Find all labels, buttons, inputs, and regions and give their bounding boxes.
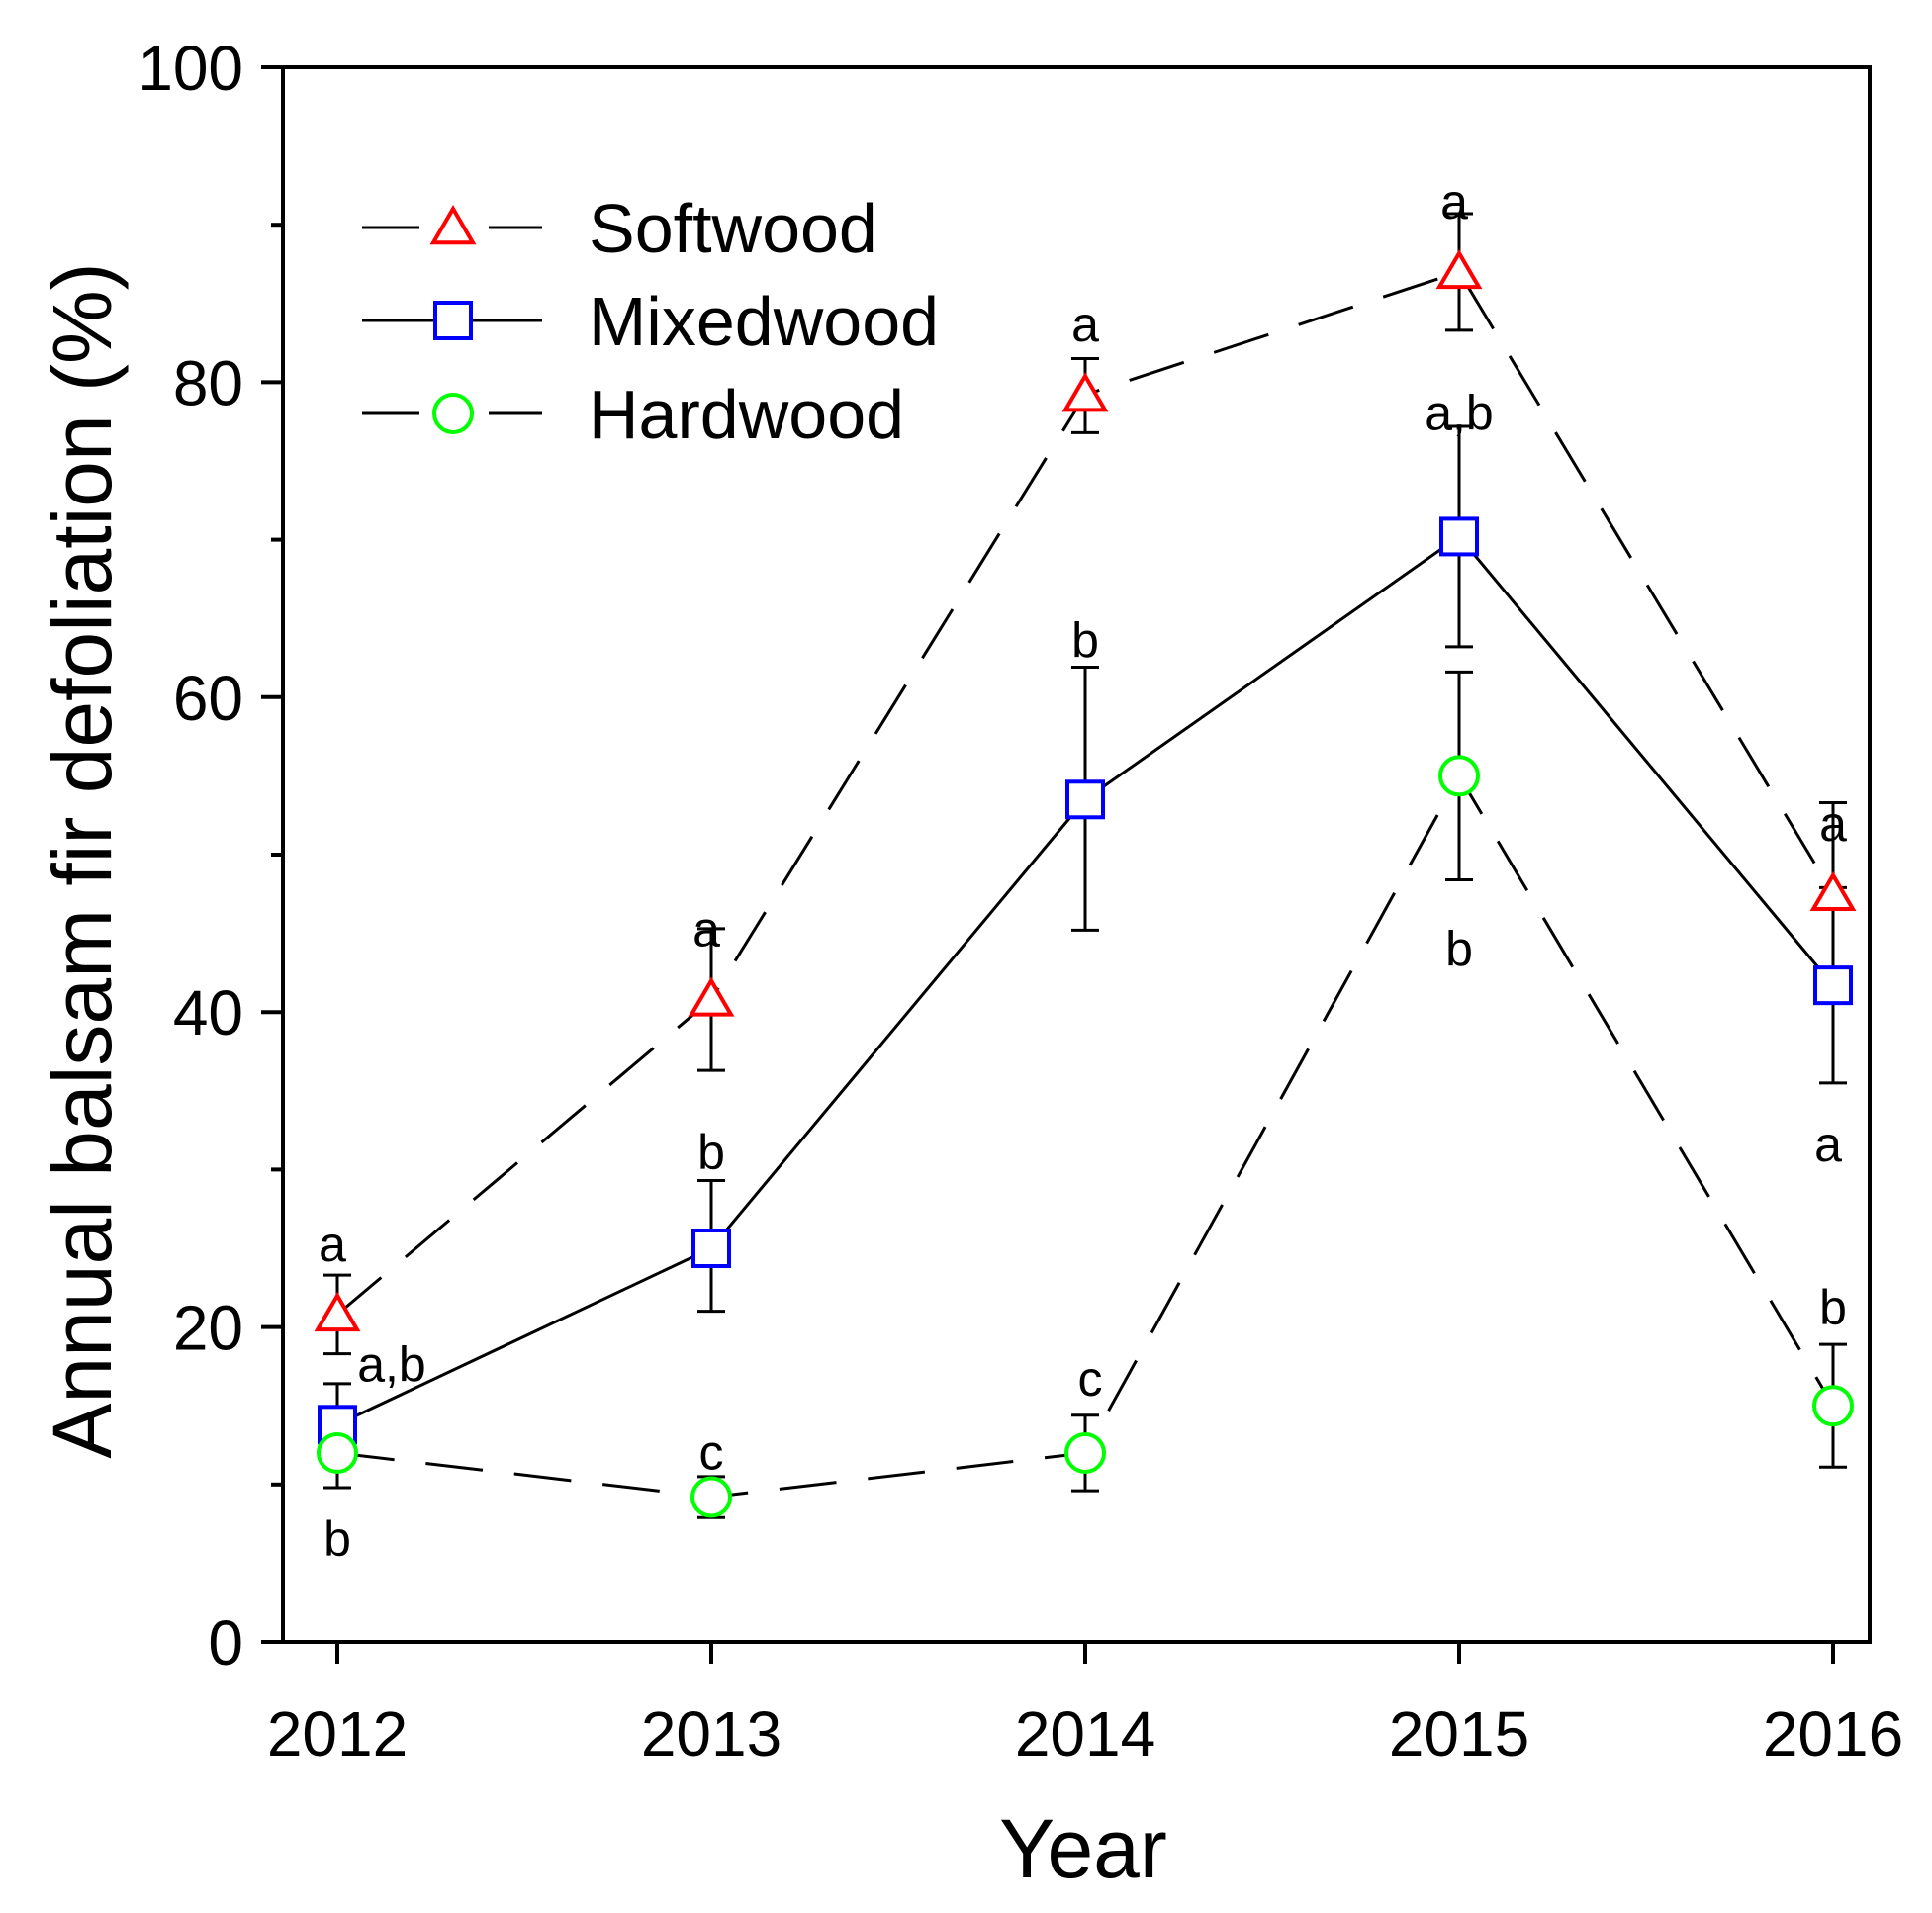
softwood-sig-label: a [1440, 174, 1468, 229]
mixedwood-point [1065, 779, 1105, 820]
softwood-sig-label: a [319, 1217, 346, 1272]
hardwood-legend-marker [432, 393, 474, 434]
hardwood-sig-label: c [699, 1425, 724, 1481]
softwood-point [1061, 372, 1109, 412]
x-axis-title: Year [999, 1802, 1167, 1895]
x-tick-label: 2012 [267, 1698, 408, 1770]
softwood-sig-label: a [692, 901, 720, 956]
softwood-sig-label: a [1819, 796, 1847, 852]
mixedwood-sig-label: b [1071, 612, 1099, 668]
y-tick-label: 20 [173, 1293, 243, 1364]
hardwood-sig-label: b [1819, 1280, 1847, 1335]
y-tick-label: 40 [173, 977, 243, 1048]
x-tick-label: 2016 [1763, 1698, 1903, 1770]
mixedwood-sig-label: a,b [357, 1336, 426, 1392]
hardwood-legend-label: Hardwood [589, 376, 904, 453]
hardwood-sig-label: c [1078, 1351, 1103, 1407]
softwood-point [1435, 248, 1483, 290]
softwood-sig-label: a [1071, 297, 1099, 352]
y-tick-label: 100 [138, 33, 243, 104]
x-tick-label: 2014 [1015, 1698, 1155, 1770]
softwood-legend-marker [429, 205, 477, 245]
mixedwood-point [1439, 516, 1479, 557]
hardwood-point [1438, 755, 1480, 797]
softwood-point [1809, 870, 1857, 911]
softwood-legend-label: Softwood [589, 190, 877, 267]
y-axis-title: Annual balsam fir defoliation (%) [36, 262, 129, 1458]
mixedwood-sig-label: a [1814, 1117, 1842, 1172]
hardwood-point [1812, 1385, 1854, 1427]
mixedwood-sig-label: b [697, 1125, 725, 1180]
hardwood-point [690, 1476, 732, 1518]
hardwood-point [317, 1431, 358, 1474]
mixedwood-legend-marker [433, 301, 473, 340]
mixedwood-legend-label: Mixedwood [589, 283, 939, 360]
x-tick-label: 2015 [1389, 1698, 1529, 1770]
mixedwood-point [1813, 965, 1853, 1006]
mixedwood-point [691, 1229, 731, 1268]
mixedwood-sig-label: a,b [1425, 385, 1494, 440]
hardwood-sig-label: b [1445, 921, 1473, 976]
softwood-point [314, 1291, 361, 1332]
softwood-point [688, 976, 735, 1017]
y-tick-label: 80 [173, 347, 243, 418]
y-tick-label: 0 [208, 1607, 243, 1679]
hardwood-sig-label: b [323, 1511, 351, 1567]
x-tick-label: 2013 [641, 1698, 782, 1770]
y-tick-label: 60 [173, 663, 243, 734]
hardwood-point [1064, 1431, 1106, 1474]
